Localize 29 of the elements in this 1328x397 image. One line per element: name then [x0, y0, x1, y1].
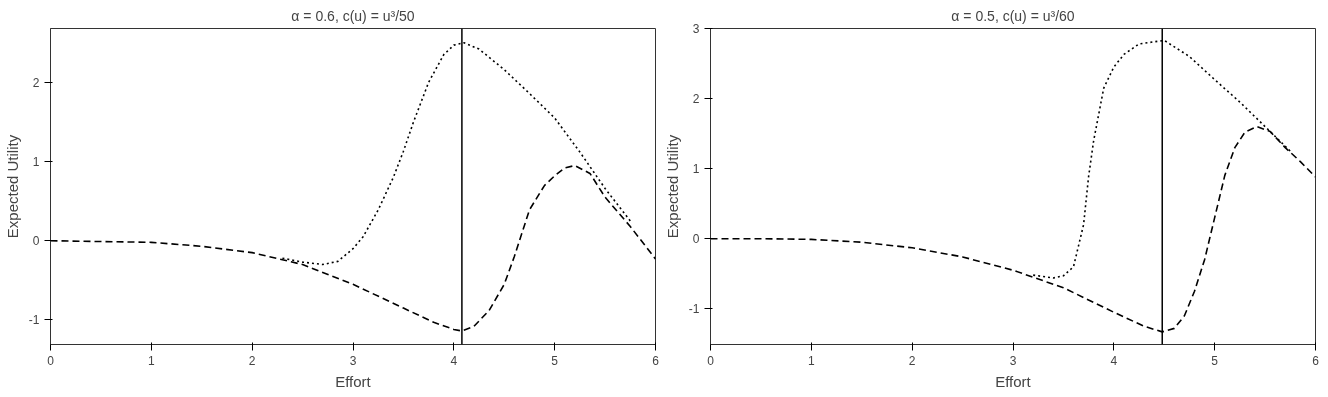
- x-tick-label: 5: [1211, 353, 1219, 368]
- x-axis-title: Effort: [335, 372, 372, 390]
- y-tick-label: -1: [28, 313, 40, 328]
- x-tick-label: 2: [248, 353, 256, 368]
- y-tick-label: -1: [688, 302, 700, 317]
- x-tick-label: 1: [148, 353, 155, 368]
- chart-title: α = 0.6, c(u) = u³/50: [291, 7, 415, 24]
- x-tick-label: 6: [652, 353, 660, 368]
- x-tick-label: 3: [349, 353, 357, 368]
- y-tick-label: 2: [692, 92, 700, 107]
- y-axis-title: Expected Utility: [663, 134, 681, 239]
- x-axis-title: Effort: [995, 372, 1032, 390]
- x-tick-label: 1: [808, 353, 815, 368]
- y-tick-label: 2: [32, 75, 40, 90]
- x-tick-label: 5: [551, 353, 559, 368]
- x-tick-label: 4: [1110, 353, 1118, 368]
- y-axis-title: Expected Utility: [3, 134, 21, 239]
- x-tick-label: 3: [1009, 353, 1017, 368]
- y-tick-label: 0: [32, 234, 40, 249]
- y-tick-label: 3: [692, 22, 700, 36]
- x-tick-label: 0: [47, 353, 55, 368]
- y-tick-label: 1: [692, 162, 700, 177]
- y-tick-label: 1: [32, 155, 40, 170]
- y-tick-label: 0: [692, 232, 700, 247]
- chart-title: α = 0.5, c(u) = u³/60: [951, 7, 1075, 24]
- x-tick-label: 6: [1312, 353, 1320, 368]
- x-tick-label: 2: [908, 353, 916, 368]
- x-tick-label: 4: [450, 353, 458, 368]
- x-tick-label: 0: [707, 353, 715, 368]
